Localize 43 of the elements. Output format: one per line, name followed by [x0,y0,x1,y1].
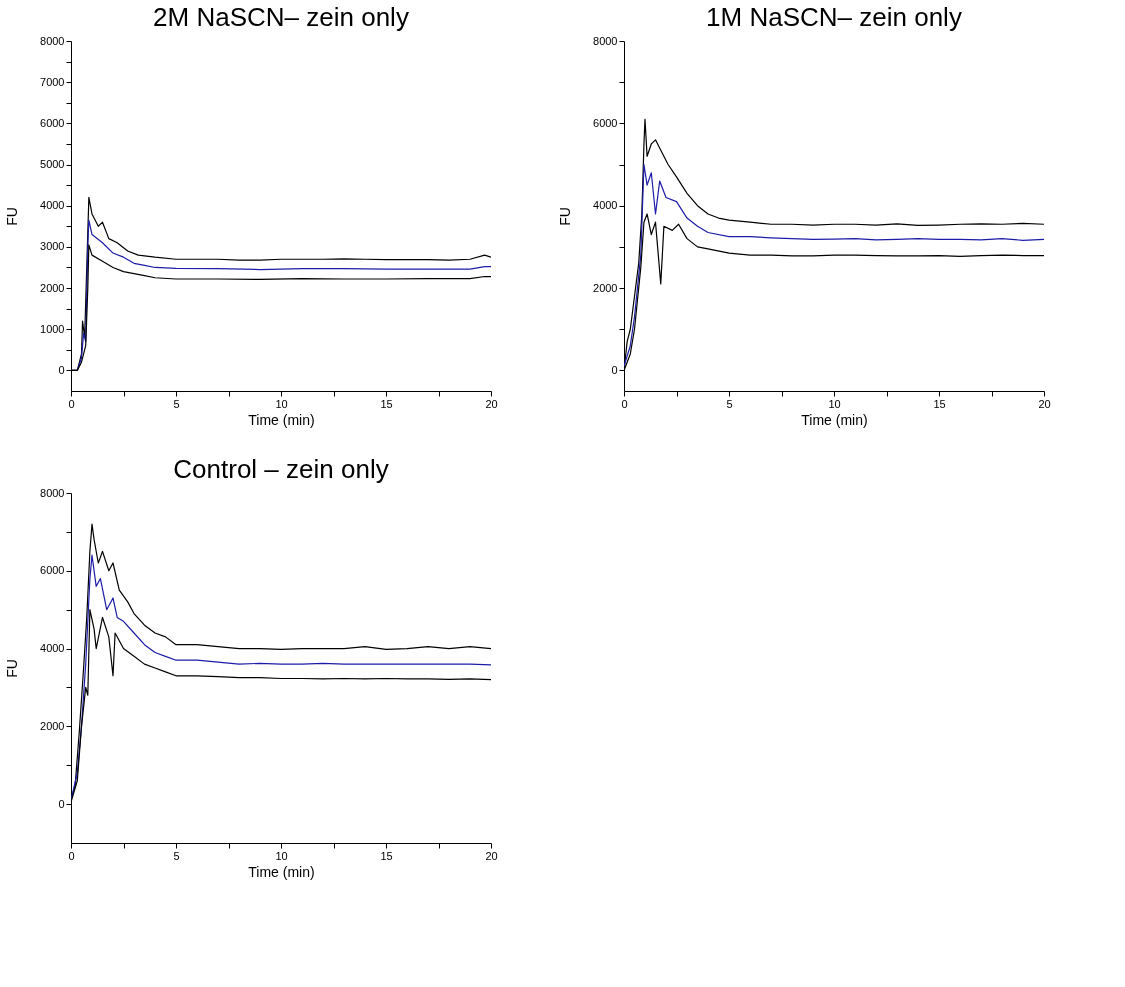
x-tick-label: 20 [485,849,498,862]
x-tick-label: 15 [933,397,946,410]
x-tick-label: 20 [1038,397,1051,410]
x-axis-title: Time (min) [248,863,315,880]
x-tick-label: 10 [828,397,841,410]
x-tick-label: 10 [275,849,288,862]
y-tick-label: 2000 [40,281,65,294]
y-tick-label: 6000 [40,564,65,577]
y-tick-label: 3000 [40,240,65,253]
x-axis-title: Time (min) [248,411,315,428]
x-tick-label: 20 [485,397,498,410]
y-axis-title: FU [4,659,21,678]
x-tick-label: 5 [173,849,180,862]
y-tick-label: 0 [58,797,65,810]
x-tick-label: 10 [275,397,288,410]
y-tick-label: 4000 [40,642,65,655]
x-tick-label: 0 [68,397,75,410]
y-axis-title: FU [557,207,574,226]
y-axis-title: FU [4,207,21,226]
y-tick-label: 8000 [40,34,65,47]
chart-title: 2M NaSCN– zein only [153,2,409,32]
y-tick-label: 7000 [40,75,65,88]
y-tick-label: 0 [58,363,65,376]
y-tick-label: 8000 [593,34,618,47]
x-tick-label: 5 [173,397,180,410]
y-tick-label: 6000 [593,116,618,129]
y-tick-label: 2000 [40,719,65,732]
y-tick-label: 2000 [593,281,618,294]
y-tick-label: 5000 [40,158,65,171]
x-tick-label: 15 [380,849,393,862]
y-tick-label: 0 [611,363,618,376]
y-tick-label: 6000 [40,116,65,129]
x-tick-label: 0 [68,849,75,862]
y-tick-label: 4000 [40,199,65,212]
y-tick-label: 4000 [593,199,618,212]
x-tick-label: 0 [621,397,628,410]
chart-title: Control – zein only [173,454,389,484]
y-tick-label: 8000 [40,486,65,499]
x-tick-label: 5 [726,397,733,410]
x-axis-title: Time (min) [801,411,868,428]
y-tick-label: 1000 [40,322,65,335]
x-tick-label: 15 [380,397,393,410]
chart-title: 1M NaSCN– zein only [706,2,962,32]
